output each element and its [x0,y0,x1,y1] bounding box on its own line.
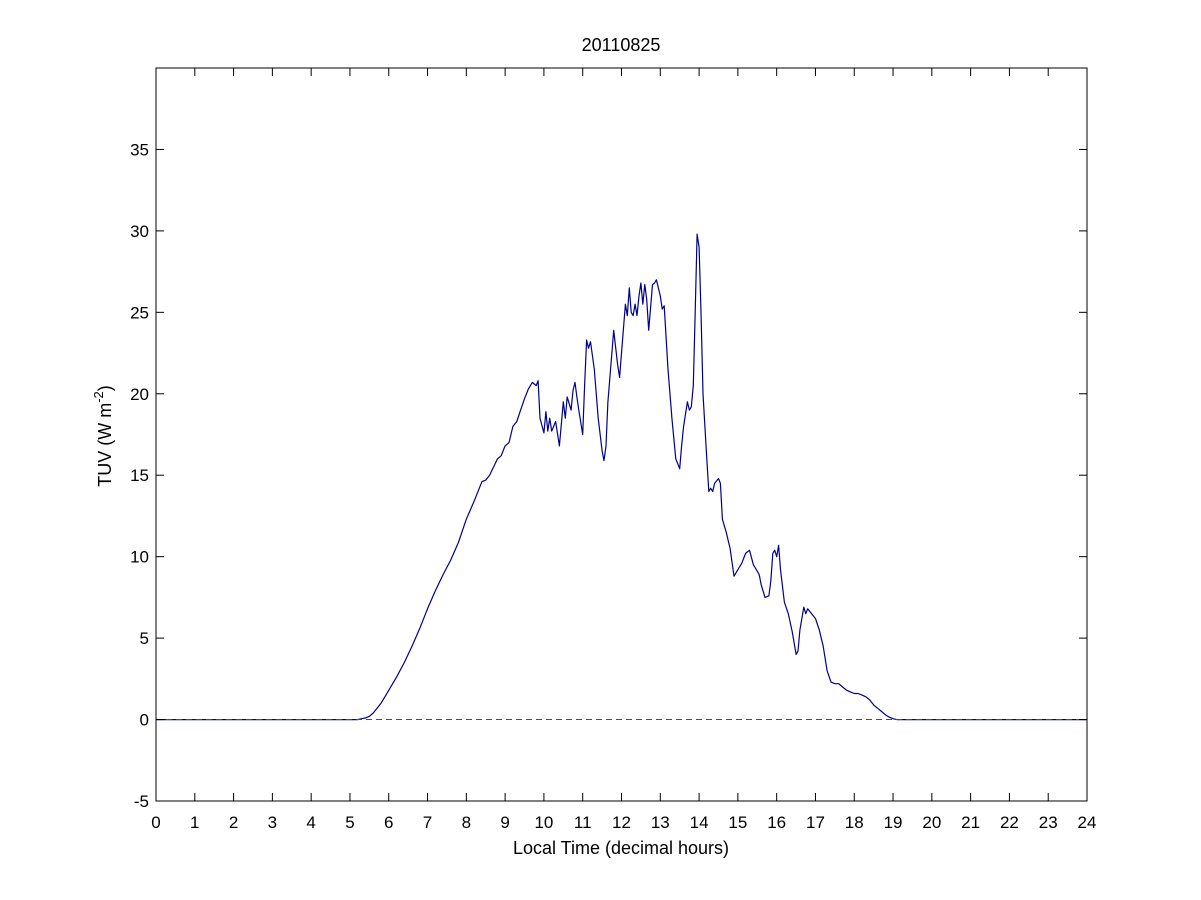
y-tick-label: 5 [140,629,149,648]
x-tick-label: 3 [268,813,277,832]
x-tick-label: 19 [884,813,903,832]
series-layer [156,233,1087,721]
x-tick-label: 16 [767,813,786,832]
y-axis-label-superscript: -2 [91,391,106,403]
y-tick-label: 15 [130,466,149,485]
x-tick-label: 6 [384,813,393,832]
x-tick-label: 12 [612,813,631,832]
x-tick-label: 17 [806,813,825,832]
y-axis-label-main: TUV (W m [95,403,115,487]
x-tick-label: 21 [961,813,980,832]
x-tick-label: 13 [651,813,670,832]
x-axis-label: Local Time (decimal hours) [513,838,729,858]
y-axis-label: TUV (W m-2) [91,385,115,487]
y-tick-label: 35 [130,140,149,159]
y-tick-label: 0 [140,711,149,730]
x-tick-label: 23 [1039,813,1058,832]
x-tick-label: 24 [1078,813,1097,832]
x-tick-label: 8 [462,813,471,832]
x-tick-label: 5 [345,813,354,832]
tuv-series-line [156,233,1087,721]
y-axis-ticks: -5 0 5 10 15 20 25 30 35 [130,140,1087,811]
x-tick-label: 1 [190,813,199,832]
x-tick-label: 20 [922,813,941,832]
x-tick-label: 14 [690,813,709,832]
x-tick-label: 15 [728,813,747,832]
x-tick-label: 7 [423,813,432,832]
x-tick-label: 2 [229,813,238,832]
y-tick-label: 10 [130,548,149,567]
y-tick-label: 30 [130,222,149,241]
x-tick-label: 9 [500,813,509,832]
y-tick-label: -5 [134,792,149,811]
y-tick-label: 20 [130,385,149,404]
x-axis-ticks: 0 1 2 3 4 5 6 7 8 9 10 11 12 13 14 15 16 17 18 19 20 21 22 23 24 [151,68,1096,832]
x-tick-label: 4 [306,813,315,832]
x-tick-label: 18 [845,813,864,832]
x-tick-label: 11 [574,813,592,832]
x-tick-label: 22 [1000,813,1019,832]
chart-title: 20110825 [582,35,661,55]
y-tick-label: 25 [130,303,149,322]
y-axis-label-suffix: ) [95,385,115,391]
x-tick-label: 10 [534,813,553,832]
x-tick-label: 0 [151,813,160,832]
plot-area [156,68,1087,801]
